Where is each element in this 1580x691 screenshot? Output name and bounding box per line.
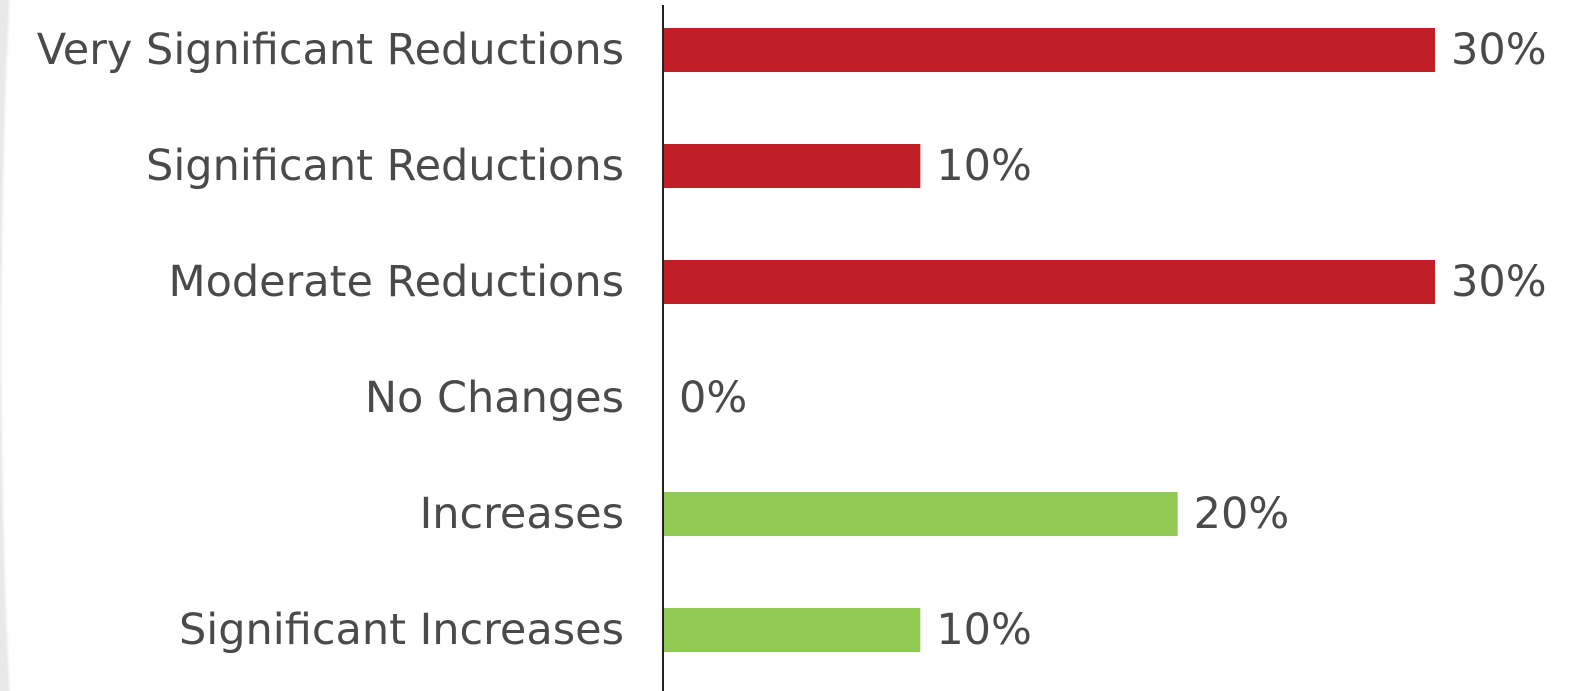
bars-group	[663, 28, 1435, 652]
category-label: Significant Reductions	[146, 141, 624, 191]
bar-1	[663, 144, 921, 188]
bar-2	[663, 260, 1435, 304]
left-edge-shadow	[0, 0, 60, 691]
category-label: Very Significant Reductions	[37, 25, 624, 75]
bar-0	[663, 28, 1435, 72]
bar-5	[663, 608, 921, 652]
category-label: Increases	[420, 489, 624, 539]
category-label: No Changes	[365, 373, 624, 423]
value-label: 10%	[936, 141, 1032, 191]
value-label: 20%	[1194, 489, 1290, 539]
value-labels: 30% 10% 30% 0% 20% 10%	[679, 25, 1547, 655]
category-label: Moderate Reductions	[168, 257, 624, 307]
category-label: Significant Increases	[179, 605, 624, 655]
value-label: 30%	[1451, 25, 1547, 75]
bar-4	[663, 492, 1178, 536]
value-label: 0%	[679, 373, 747, 423]
value-label: 10%	[936, 605, 1032, 655]
category-labels: Very Significant Reductions Significant R…	[37, 25, 624, 655]
value-label: 30%	[1451, 257, 1547, 307]
